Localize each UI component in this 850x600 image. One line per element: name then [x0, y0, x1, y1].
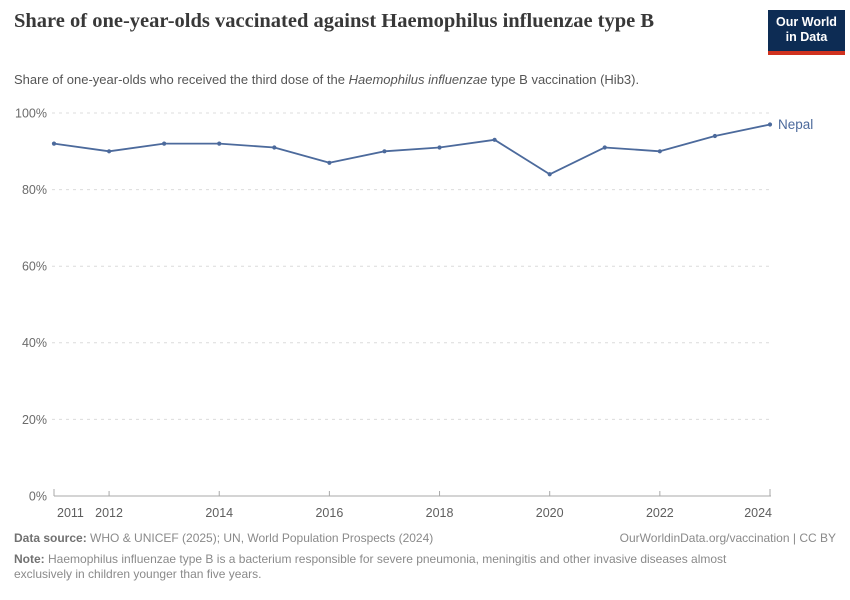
x-axis-tick-label: 2012: [95, 506, 123, 520]
series-label-nepal[interactable]: Nepal: [778, 117, 813, 132]
x-axis-tick-label: 2022: [646, 506, 674, 520]
subtitle-text-suffix: type B vaccination (Hib3).: [487, 72, 640, 87]
chart-note: Note: Haemophilus influenzae type B is a…: [14, 552, 738, 582]
data-point[interactable]: [272, 145, 277, 150]
page-title: Share of one-year-olds vaccinated agains…: [14, 10, 655, 32]
y-axis-tick-label: 60%: [22, 260, 47, 274]
chart-subtitle: Share of one-year-olds who received the …: [14, 72, 639, 87]
x-axis-tick-label: 2024: [744, 506, 772, 520]
data-point[interactable]: [657, 149, 662, 154]
note-label: Note:: [14, 552, 45, 566]
note-text: Haemophilus influenzae type B is a bacte…: [14, 552, 727, 581]
x-axis-tick-label: 2018: [426, 506, 454, 520]
x-axis-tick-label: 2016: [315, 506, 343, 520]
data-point[interactable]: [712, 133, 718, 139]
owid-logo-line2: in Data: [785, 30, 828, 44]
data-point[interactable]: [382, 149, 387, 154]
y-axis-tick-label: 40%: [22, 336, 47, 350]
subtitle-text: Share of one-year-olds who received the …: [14, 72, 349, 87]
data-point[interactable]: [767, 122, 773, 127]
x-axis-tick-label: 2020: [536, 506, 564, 520]
line-chart: 0% 20% 40% 60% 80% 100% 2011 2012 2014 2016 2018 20…: [15, 106, 813, 520]
data-point[interactable]: [437, 145, 442, 150]
data-point[interactable]: [547, 172, 552, 177]
series-line-nepal[interactable]: [53, 123, 771, 176]
data-point[interactable]: [492, 137, 497, 142]
data-point[interactable]: [217, 141, 222, 146]
y-axis-tick-label: 0%: [29, 489, 47, 503]
chart-footer: Data source: WHO & UNICEF (2025); UN, Wo…: [14, 531, 836, 545]
x-axis-tick-label: 2011: [57, 506, 84, 520]
data-source: Data source: WHO & UNICEF (2025); UN, Wo…: [14, 531, 433, 545]
owid-logo-line1: Our World: [776, 15, 837, 29]
data-source-text: WHO & UNICEF (2025); UN, World Populatio…: [86, 531, 434, 545]
y-axis-tick-label: 80%: [22, 183, 47, 197]
data-point[interactable]: [162, 141, 167, 146]
data-point[interactable]: [106, 149, 112, 154]
y-axis-tick-label: 20%: [22, 413, 47, 427]
x-axis-tick-label: 2014: [205, 506, 233, 520]
subtitle-italic-species: Haemophilus influenzae: [348, 72, 488, 87]
owid-logo[interactable]: Our World in Data: [768, 10, 845, 55]
data-point[interactable]: [602, 145, 607, 150]
owid-cc-link[interactable]: OurWorldinData.org/vaccination | CC BY: [619, 531, 836, 545]
y-axis-tick-label: 100%: [15, 106, 47, 120]
data-point[interactable]: [327, 160, 332, 165]
data-source-label: Data source:: [14, 531, 87, 545]
data-point[interactable]: [51, 141, 57, 146]
